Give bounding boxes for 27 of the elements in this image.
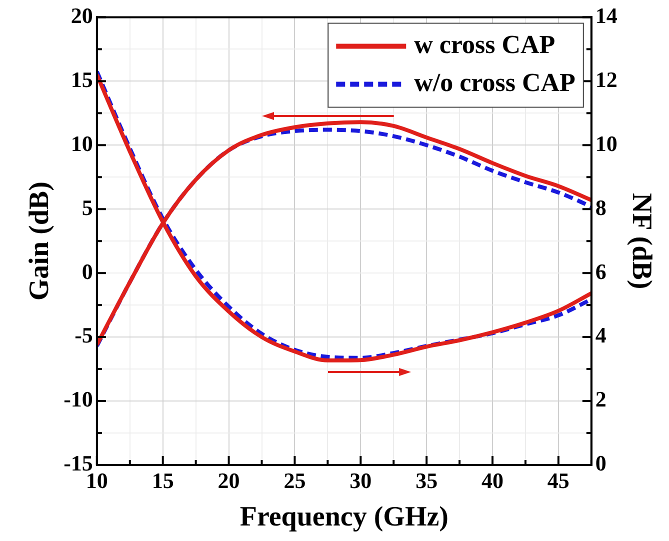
y2-tick-label: 2 bbox=[595, 386, 606, 412]
y2-tick-label: 12 bbox=[595, 66, 618, 92]
y-tick-label: -10 bbox=[64, 386, 93, 412]
y-tick-label: 15 bbox=[70, 66, 93, 92]
x-tick-label: 20 bbox=[218, 468, 240, 493]
y2-axis-title: NF (dB) bbox=[626, 193, 657, 290]
y-tick-label: 20 bbox=[70, 2, 93, 28]
x-tick-label: 35 bbox=[416, 468, 438, 493]
x-tick-label: 25 bbox=[284, 468, 306, 493]
y2-tick-label: 4 bbox=[595, 322, 606, 348]
x-tick-label: 30 bbox=[350, 468, 372, 493]
x-axis-title: Frequency (GHz) bbox=[240, 501, 448, 532]
y-axis-title: Gain (dB) bbox=[24, 182, 56, 301]
y-tick-label: 5 bbox=[82, 194, 93, 220]
y-tick-label: 0 bbox=[82, 258, 93, 284]
y2-tick-label: 6 bbox=[595, 258, 606, 284]
y2-tick-label: 8 bbox=[595, 194, 606, 220]
legend-label: w cross CAP bbox=[414, 30, 556, 59]
y-tick-label: 10 bbox=[70, 130, 93, 156]
y2-tick-label: 10 bbox=[595, 130, 618, 156]
y2-tick-label: 0 bbox=[595, 450, 606, 476]
y-tick-label: -5 bbox=[74, 322, 93, 348]
x-tick-label: 45 bbox=[547, 468, 570, 493]
x-tick-label: 40 bbox=[482, 468, 504, 493]
legend-label: w/o cross CAP bbox=[414, 68, 576, 97]
y2-tick-label: 14 bbox=[595, 2, 618, 28]
x-tick-label: 15 bbox=[152, 468, 174, 493]
